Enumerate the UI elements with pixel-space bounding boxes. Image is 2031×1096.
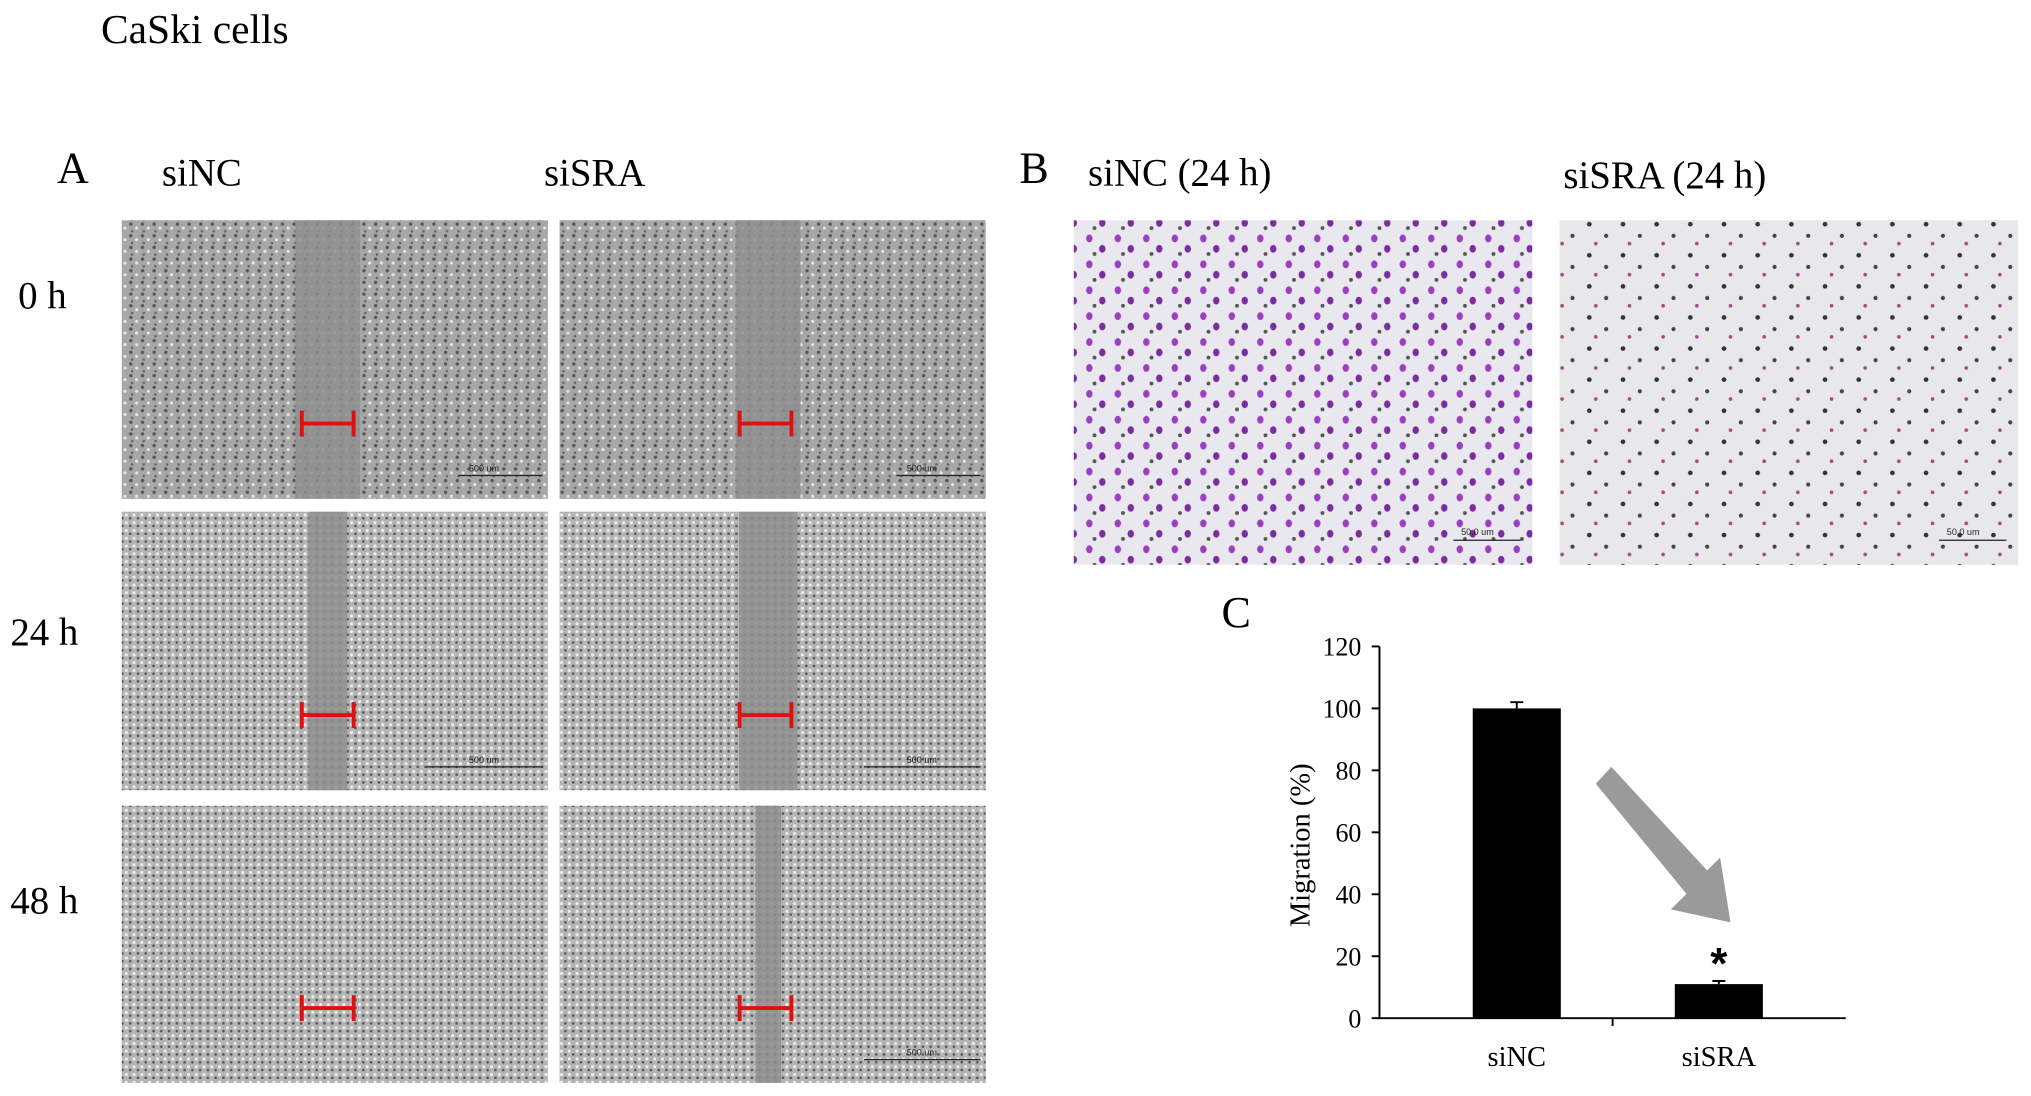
column-label: siSRA (24 h): [1563, 154, 1766, 197]
wound-gap: [735, 220, 801, 499]
wound-gap: [295, 220, 361, 499]
significance-mark: *: [1710, 939, 1728, 988]
gap-marker: [299, 410, 356, 437]
bar: [1674, 984, 1763, 1019]
row-label: 24 h: [10, 611, 78, 654]
bar: [1472, 708, 1561, 1019]
column-label: siNC: [162, 151, 242, 194]
gap-marker: [737, 995, 794, 1022]
bar-chart: 0 20 40 60 80 100 120 Migration (%) siNC siSRA *: [1286, 633, 1846, 1073]
gap-marker: [737, 702, 794, 728]
scale-text: 500 um: [469, 755, 499, 765]
y-tick-label: 40: [1335, 880, 1361, 909]
wound-gap: [755, 805, 782, 1083]
x-tick-label: siNC: [1487, 1042, 1546, 1073]
panel-label: A: [57, 144, 89, 193]
y-tick-label: 80: [1335, 756, 1361, 785]
column-label: siSRA: [544, 151, 645, 194]
gap-marker: [299, 702, 356, 728]
wound-gap: [738, 511, 798, 791]
y-tick-label: 60: [1335, 818, 1361, 847]
gap-marker: [737, 410, 794, 437]
row-label: 0 h: [18, 274, 67, 317]
transwell-image: [1559, 220, 2019, 565]
figure-title: CaSki cells: [101, 6, 289, 52]
wound-images: 500 um 500 um 500 um 500 um 500 um: [121, 220, 986, 1083]
panel-label: C: [1221, 588, 1250, 637]
y-tick-label: 120: [1322, 633, 1361, 662]
column-label: siNC (24 h): [1088, 151, 1271, 194]
scale-text: 500 um: [907, 1048, 937, 1058]
scale-text: 50.0 um: [1947, 527, 1980, 537]
scale-text: 500 um: [469, 464, 499, 474]
error-bar: [1712, 980, 1726, 985]
scale-text: 500 um: [907, 755, 937, 765]
scale-text: 500 um: [907, 464, 937, 474]
trend-arrow: [1595, 766, 1731, 923]
wound-gap: [308, 511, 348, 791]
panel-label: B: [1019, 144, 1048, 193]
y-tick-label: 100: [1322, 694, 1361, 723]
microscopy-image: [121, 805, 548, 1083]
y-axis-label: Migration (%): [1286, 763, 1317, 927]
row-label: 48 h: [10, 879, 78, 922]
gap-marker: [299, 995, 356, 1022]
error-bar: [1510, 701, 1524, 709]
y-tick-label: 20: [1335, 942, 1361, 971]
transwell-image: [1073, 220, 1533, 565]
scale-text: 50.0 um: [1461, 527, 1494, 537]
x-tick-label: siSRA: [1682, 1042, 1757, 1073]
y-tick-label: 0: [1348, 1004, 1361, 1033]
